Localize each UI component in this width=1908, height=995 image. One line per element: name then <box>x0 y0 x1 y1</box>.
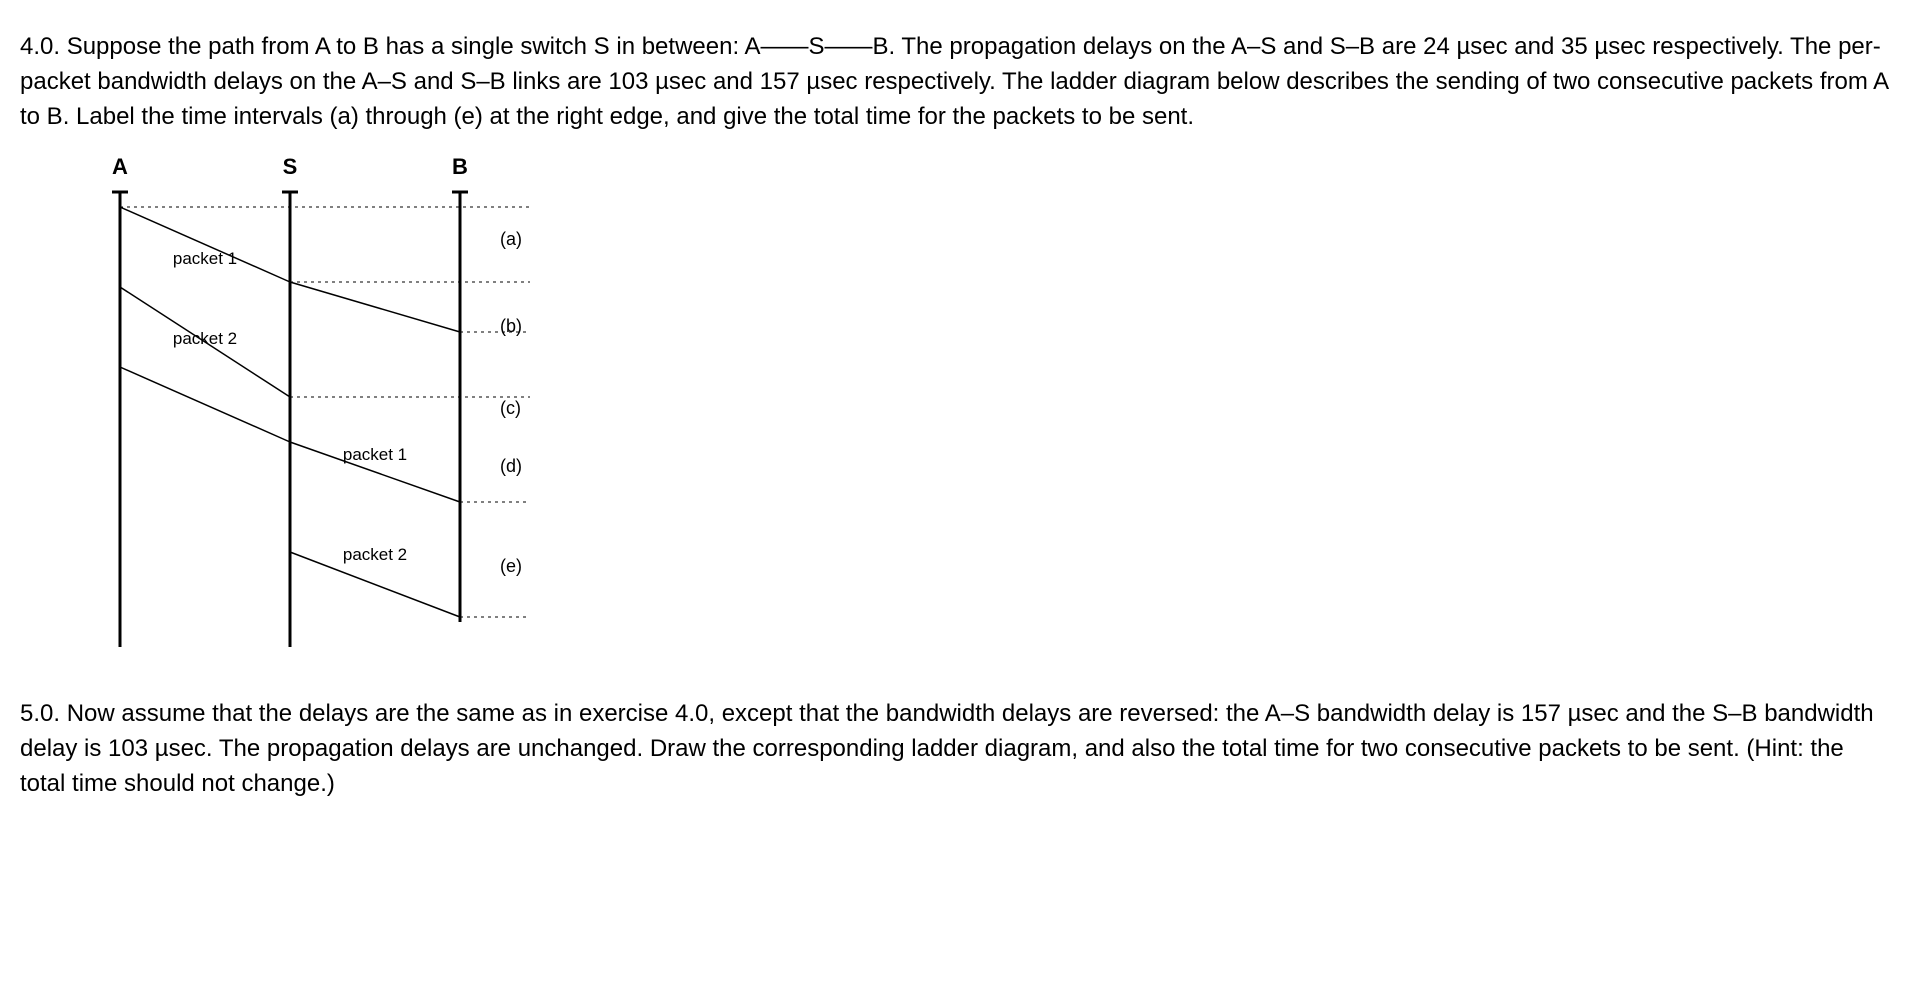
ladder-diagram: A S Bpacket 1 packet 2 packet 1 packet 2 (a) (b… <box>60 152 1888 667</box>
problem-5-number: 5.0. <box>20 700 60 727</box>
svg-text:(b): (b) <box>500 316 522 336</box>
page: 4.0. Suppose the path from A to B has a … <box>0 0 1908 995</box>
svg-text:B: B <box>452 154 468 179</box>
svg-text:packet 2: packet 2 <box>343 545 407 564</box>
problem-4-number: 4.0. <box>20 33 60 60</box>
problem-5-body: Now assume that the delays are the same … <box>20 700 1874 797</box>
svg-text:(c): (c) <box>500 398 521 418</box>
svg-text:(d): (d) <box>500 456 522 476</box>
problem-4-text: 4.0. Suppose the path from A to B has a … <box>20 30 1888 134</box>
svg-text:S: S <box>283 154 298 179</box>
svg-text:(e): (e) <box>500 556 522 576</box>
problem-5-text: 5.0. Now assume that the delays are the … <box>20 697 1888 801</box>
ladder-svg: A S Bpacket 1 packet 2 packet 1 packet 2 (a) (b… <box>60 152 600 662</box>
problem-4-body: Suppose the path from A to B has a singl… <box>20 33 1888 130</box>
svg-text:packet 2: packet 2 <box>173 329 237 348</box>
svg-text:packet 1: packet 1 <box>173 249 237 268</box>
svg-text:packet 1: packet 1 <box>343 445 407 464</box>
svg-text:A: A <box>112 154 128 179</box>
svg-text:(a): (a) <box>500 229 522 249</box>
